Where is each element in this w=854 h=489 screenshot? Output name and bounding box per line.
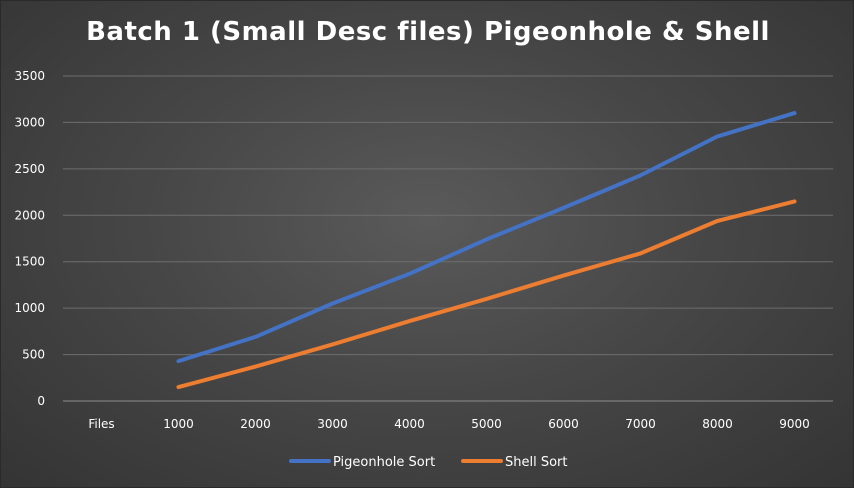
- y-tick-label: 0: [37, 394, 45, 408]
- legend-label: Shell Sort: [505, 455, 568, 470]
- y-tick-label: 1000: [14, 301, 45, 315]
- y-axis-ticks: 0 500 1000 1500 2000 2500 3000 3500: [14, 69, 45, 408]
- series-line: [179, 201, 795, 387]
- x-tick-label: 4000: [394, 417, 425, 431]
- x-axis-ticks: Files 1000 2000 3000 4000 5000 6000 7000 8000 900…: [88, 417, 809, 431]
- x-tick-label: 7000: [625, 417, 656, 431]
- x-tick-label: 2000: [240, 417, 271, 431]
- y-tick-label: 500: [22, 348, 45, 362]
- legend-label: Pigeonhole Sort: [333, 455, 435, 470]
- x-tick-label: Files: [88, 417, 114, 431]
- y-tick-label: 3500: [14, 69, 45, 83]
- y-tick-label: 2000: [14, 208, 45, 222]
- series-line: [179, 113, 795, 361]
- y-tick-label: 2500: [14, 162, 45, 176]
- y-tick-label: 1500: [14, 255, 45, 269]
- x-tick-label: 8000: [702, 417, 733, 431]
- series-lines: [178, 113, 794, 387]
- x-tick-label: 6000: [548, 417, 579, 431]
- legend-item: Shell Sort: [463, 455, 568, 470]
- x-tick-label: 3000: [317, 417, 348, 431]
- legend-item: Pigeonhole Sort: [291, 455, 435, 470]
- y-tick-label: 3000: [14, 115, 45, 129]
- x-tick-label: 9000: [779, 417, 810, 431]
- gridlines: [63, 76, 833, 401]
- x-tick-label: 5000: [471, 417, 502, 431]
- x-tick-label: 1000: [163, 417, 194, 431]
- legend: Pigeonhole Sort Shell Sort: [291, 455, 568, 470]
